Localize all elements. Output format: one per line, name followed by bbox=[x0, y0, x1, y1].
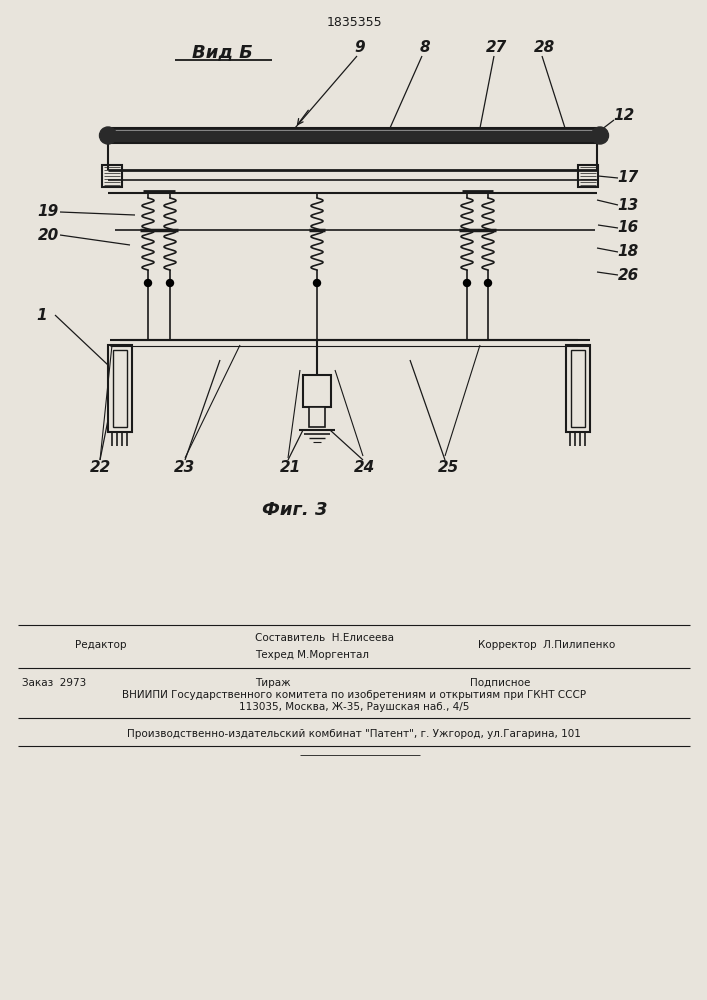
Bar bbox=[309, 407, 325, 427]
Text: 9: 9 bbox=[355, 40, 366, 55]
Text: 23: 23 bbox=[175, 460, 196, 476]
Text: Тираж: Тираж bbox=[255, 678, 291, 688]
Bar bbox=[108, 345, 132, 432]
Text: Техред М.Моргентал: Техред М.Моргентал bbox=[255, 650, 369, 660]
Text: 16: 16 bbox=[617, 221, 638, 235]
Text: ВНИИПИ Государственного комитета по изобретениям и открытиям при ГКНТ СССР: ВНИИПИ Государственного комитета по изоб… bbox=[122, 690, 586, 700]
Text: Составитель  Н.Елисеева: Составитель Н.Елисеева bbox=[255, 633, 394, 643]
Bar bbox=[108, 128, 600, 143]
Text: Заказ  2973: Заказ 2973 bbox=[22, 678, 86, 688]
Circle shape bbox=[100, 127, 117, 144]
Circle shape bbox=[484, 279, 491, 286]
Text: 1: 1 bbox=[37, 308, 47, 322]
Circle shape bbox=[144, 279, 151, 286]
Circle shape bbox=[313, 279, 320, 286]
Text: 113035, Москва, Ж-35, Раушская наб., 4/5: 113035, Москва, Ж-35, Раушская наб., 4/5 bbox=[239, 702, 469, 712]
Bar bbox=[113, 350, 127, 427]
Text: 1835355: 1835355 bbox=[326, 15, 382, 28]
Bar bbox=[566, 345, 590, 432]
Text: 21: 21 bbox=[279, 460, 300, 476]
Text: 12: 12 bbox=[614, 107, 635, 122]
Text: 26: 26 bbox=[617, 267, 638, 282]
Text: Фиг. 3: Фиг. 3 bbox=[262, 501, 328, 519]
Bar bbox=[571, 350, 585, 427]
Text: Производственно-издательский комбинат "Патент", г. Ужгород, ул.Гагарина, 101: Производственно-издательский комбинат "П… bbox=[127, 729, 581, 739]
Text: 19: 19 bbox=[37, 205, 59, 220]
Text: 25: 25 bbox=[438, 460, 459, 476]
Text: 24: 24 bbox=[354, 460, 375, 476]
Circle shape bbox=[592, 127, 609, 144]
Bar bbox=[303, 375, 331, 407]
Text: Вид Б: Вид Б bbox=[192, 43, 252, 61]
Text: 13: 13 bbox=[617, 198, 638, 213]
Text: 22: 22 bbox=[89, 460, 110, 476]
Circle shape bbox=[167, 279, 173, 286]
Bar bbox=[102, 165, 122, 187]
Text: Корректор  Л.Пилипенко: Корректор Л.Пилипенко bbox=[478, 640, 615, 650]
Text: 27: 27 bbox=[486, 40, 508, 55]
Text: 28: 28 bbox=[534, 40, 556, 55]
Text: Подписное: Подписное bbox=[470, 678, 530, 688]
Text: Редактор: Редактор bbox=[75, 640, 127, 650]
Bar bbox=[578, 165, 598, 187]
Circle shape bbox=[464, 279, 470, 286]
Text: 17: 17 bbox=[617, 170, 638, 186]
Text: 18: 18 bbox=[617, 244, 638, 259]
Text: 8: 8 bbox=[420, 40, 431, 55]
Text: 20: 20 bbox=[37, 228, 59, 242]
